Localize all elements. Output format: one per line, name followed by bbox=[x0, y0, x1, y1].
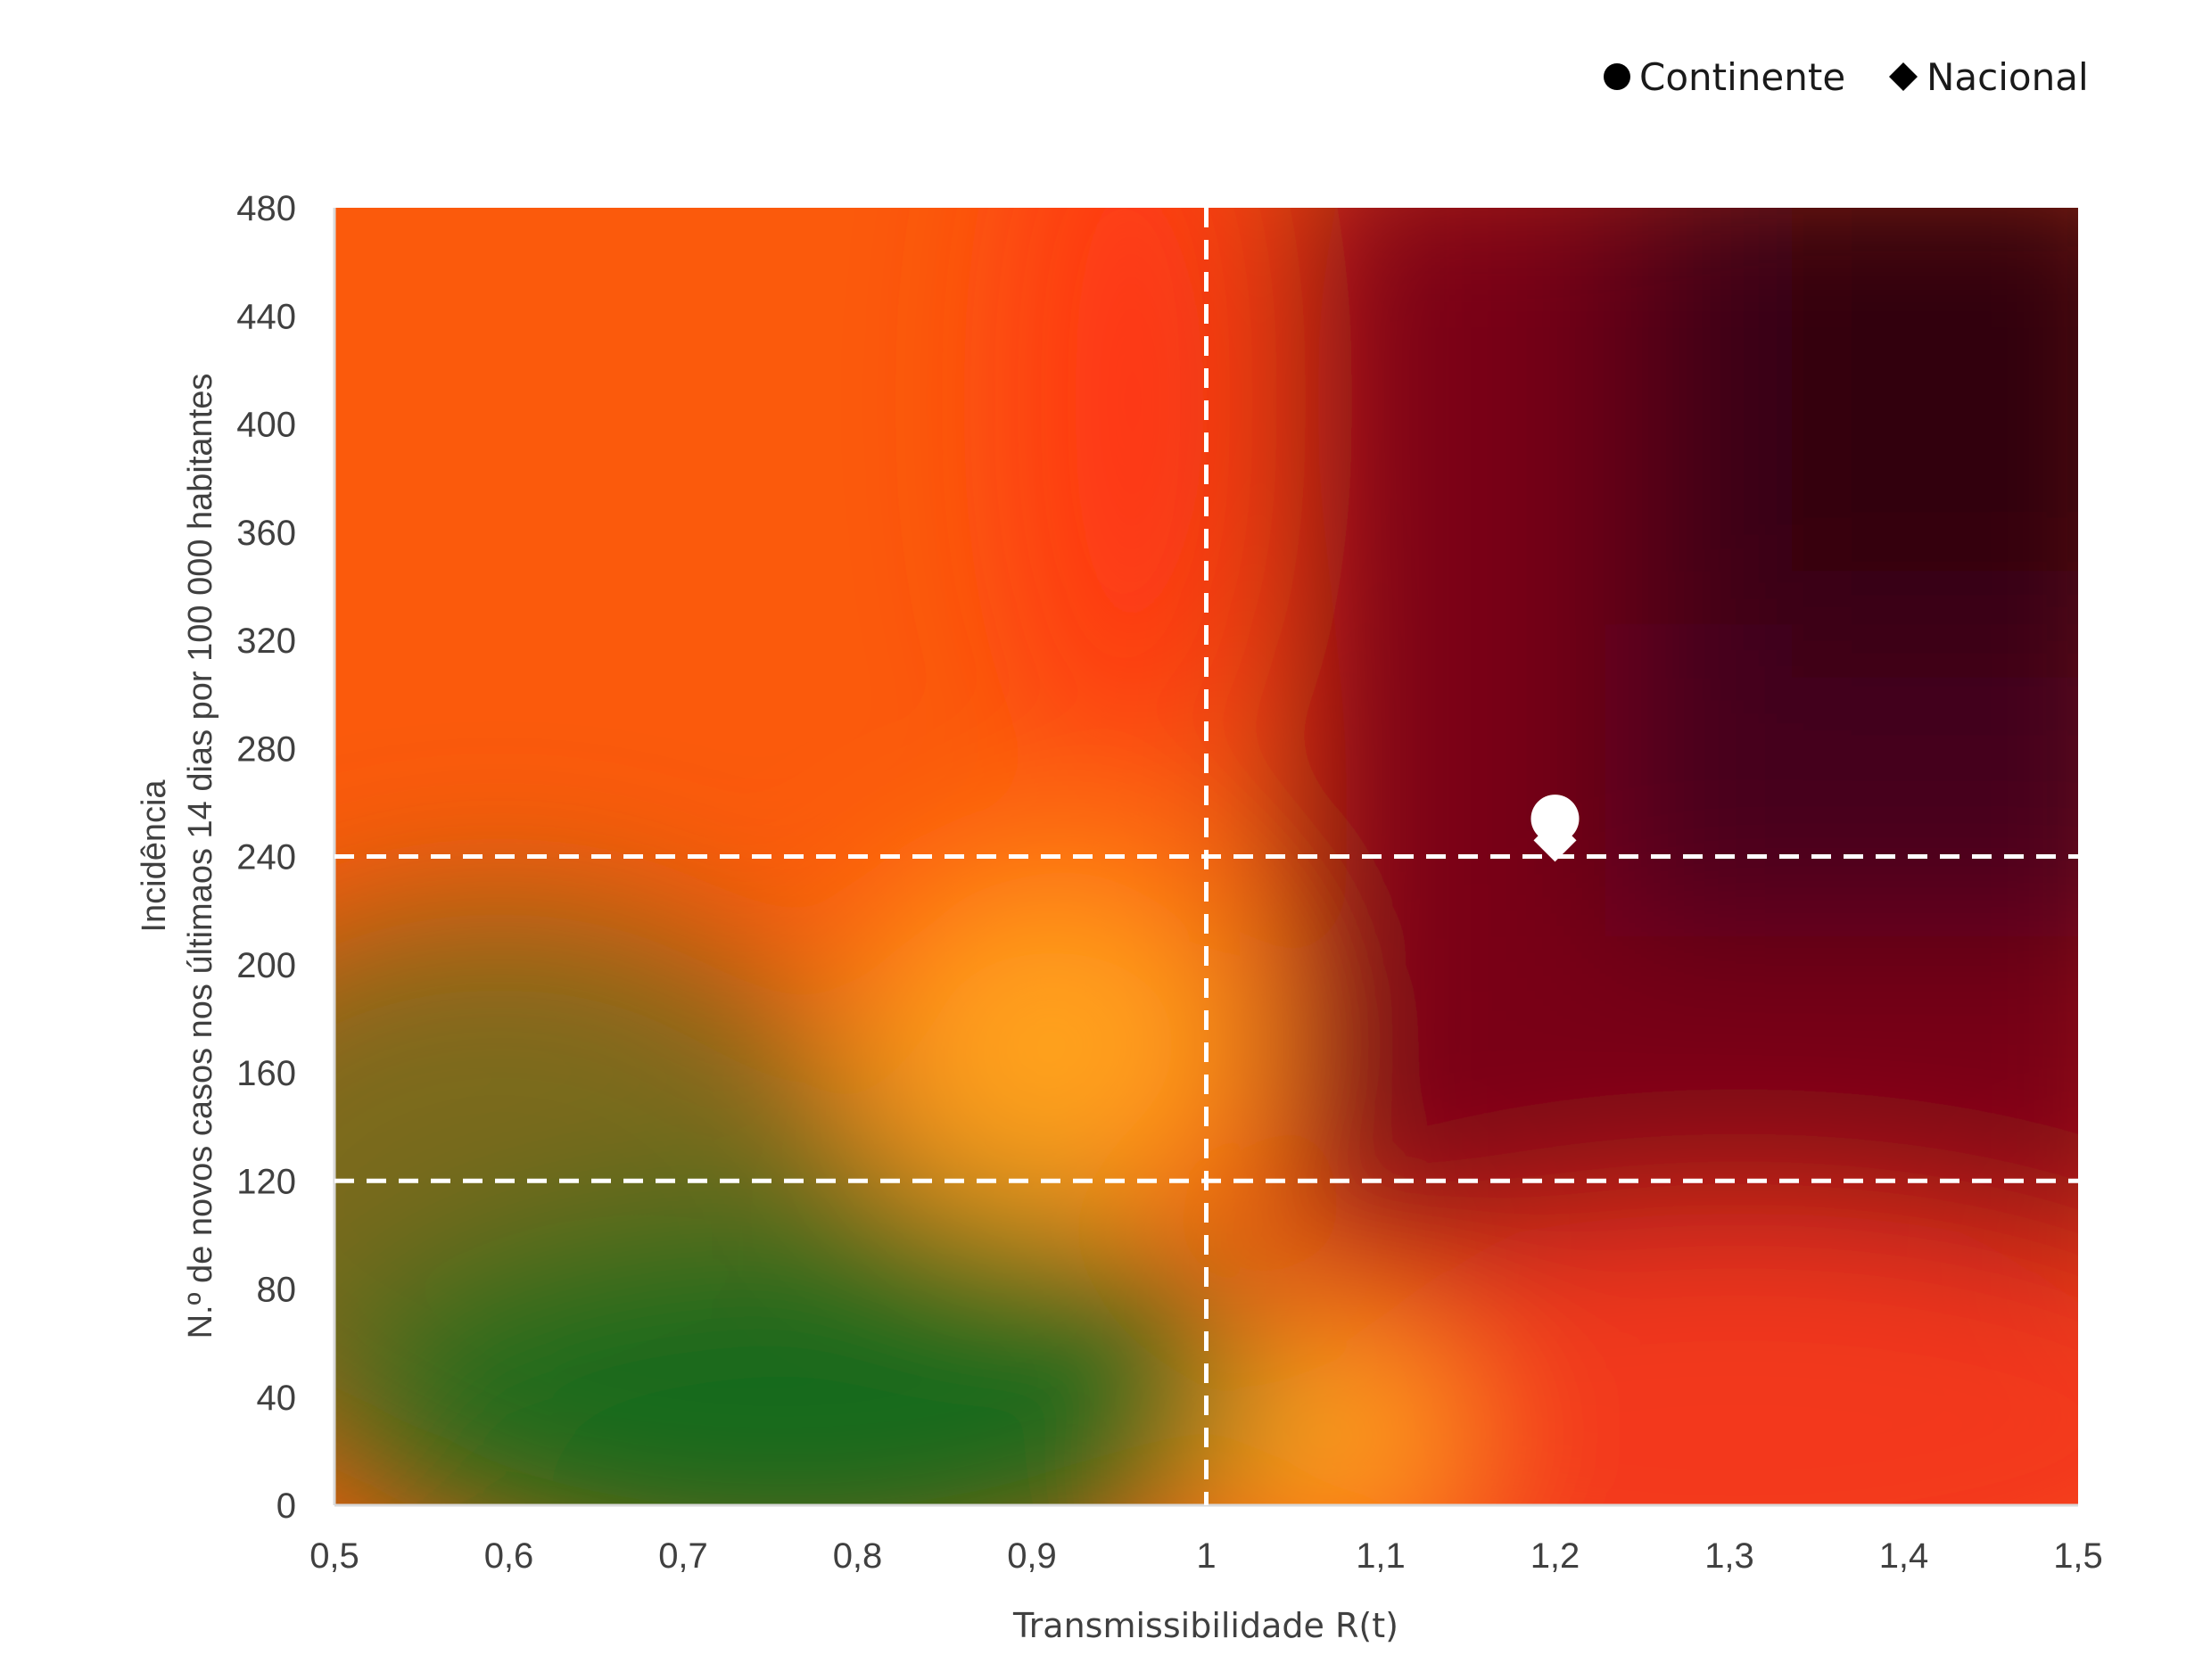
y-tick-label: 0 bbox=[276, 1486, 296, 1526]
y-tick-label: 360 bbox=[236, 514, 296, 553]
x-tick-label: 0,7 bbox=[658, 1536, 708, 1576]
legend-circle-marker bbox=[1604, 63, 1630, 90]
x-tick-label: 1,3 bbox=[1704, 1536, 1754, 1576]
x-tick-label: 0,5 bbox=[309, 1536, 359, 1576]
x-tick-label: 0,6 bbox=[484, 1536, 534, 1576]
x-tick-label: 1,5 bbox=[2053, 1536, 2103, 1576]
x-tick-label: 1 bbox=[1196, 1536, 1216, 1576]
y-tick-label: 240 bbox=[236, 838, 296, 877]
legend: Continente Nacional bbox=[1604, 55, 2089, 99]
heatmap-background bbox=[334, 208, 2078, 1505]
y-tick-label: 280 bbox=[236, 729, 296, 769]
y-tick-label: 80 bbox=[257, 1271, 297, 1310]
y-tick-label: 200 bbox=[236, 946, 296, 985]
x-tick-label: 0,8 bbox=[833, 1536, 883, 1576]
y-tick-label: 440 bbox=[236, 297, 296, 336]
y-tick-label: 400 bbox=[236, 406, 296, 445]
y-tick-label: 120 bbox=[236, 1162, 296, 1201]
x-tick-label: 1,4 bbox=[1879, 1536, 1929, 1576]
x-tick-label: 0,9 bbox=[1007, 1536, 1057, 1576]
marker-continente bbox=[1530, 795, 1580, 844]
x-axis-label: Transmissibilidade R(t) bbox=[1012, 1606, 1398, 1645]
y-tick-label: 40 bbox=[257, 1379, 297, 1418]
y-tick-label: 320 bbox=[236, 622, 296, 661]
y-axis-label-line-1: Incidência bbox=[136, 779, 173, 933]
x-tick-label: 1,2 bbox=[1530, 1536, 1580, 1576]
y-tick-label: 480 bbox=[236, 189, 296, 228]
x-tick-label: 1,1 bbox=[1356, 1536, 1406, 1576]
legend-label-continente: Continente bbox=[1639, 55, 1845, 99]
legend-label-nacional: Nacional bbox=[1926, 55, 2089, 99]
legend-diamond-marker bbox=[1889, 62, 1918, 91]
y-axis-label-line-2: N.º de novos casos nos últimaos 14 dias … bbox=[182, 374, 219, 1339]
y-tick-label: 160 bbox=[236, 1054, 296, 1093]
